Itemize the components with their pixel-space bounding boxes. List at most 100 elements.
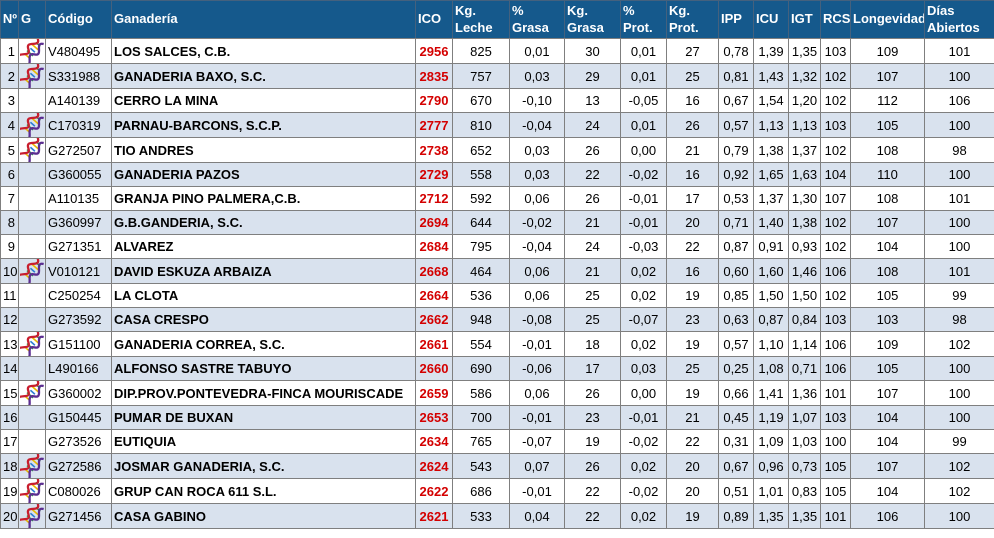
cell-dias_abiertos: 98 [924,137,994,163]
cell-kg_grasa: 26 [564,453,621,479]
dna-icon [19,479,44,503]
cell-ganaderia: LA CLOTA [111,283,416,308]
cell-ico: 2661 [415,331,453,357]
genotype-cell [18,429,46,454]
cell-pct_prot: -0,02 [620,478,667,504]
cell-rcs: 105 [820,453,851,479]
cell-rcs: 103 [820,307,851,332]
genotype-cell [18,405,46,430]
cell-kg_prot: 16 [666,162,719,187]
column-header-igt: IGT [788,0,821,39]
cell-num: 20 [0,503,19,529]
cell-codigo: G360997 [45,210,112,235]
table-row: 17 G273526 EUTIQUIA 2634 765 -0,07 19 -0,02 22 0,… [0,429,994,454]
table-row: 5 G272507 TIO ANDRES 2738 652 0,03 26 0,00 21 0,… [0,137,994,163]
dna-icon [19,381,44,405]
cell-ipp: 0,89 [718,503,754,529]
cell-kg_grasa: 25 [564,307,621,332]
genotype-cell [18,503,46,529]
cell-ipp: 0,57 [718,331,754,357]
cell-pct_prot: 0,02 [620,503,667,529]
cell-ico: 2664 [415,283,453,308]
cell-ico: 2777 [415,112,453,138]
cell-kg_prot: 17 [666,186,719,211]
cell-codigo: V010121 [45,258,112,284]
dna-icon [19,504,44,528]
cell-ico: 2790 [415,88,453,113]
cell-icu: 1,65 [753,162,789,187]
cell-ipp: 0,63 [718,307,754,332]
cell-num: 19 [0,478,19,504]
cell-longevidad: 109 [850,331,925,357]
cell-kg_grasa: 18 [564,331,621,357]
cell-igt: 1,37 [788,137,821,163]
dna-icon [19,113,44,137]
cell-dias_abiertos: 100 [924,503,994,529]
cell-icu: 1,54 [753,88,789,113]
cell-codigo: G151100 [45,331,112,357]
cell-kg_grasa: 26 [564,186,621,211]
table-row: 7 A110135 GRANJA PINO PALMERA,C.B. 2712 592 0… [0,186,994,211]
table-row: 15 G360002 DIP.PROV.PONTEVEDRA-FINCA MOUR… [0,380,994,406]
cell-dias_abiertos: 100 [924,380,994,406]
column-header-ico: ICO [415,0,453,39]
cell-num: 15 [0,380,19,406]
cell-dias_abiertos: 100 [924,405,994,430]
cell-pct_grasa: 0,06 [509,186,565,211]
cell-kg_grasa: 22 [564,478,621,504]
cell-kg_grasa: 26 [564,137,621,163]
cell-kg_prot: 26 [666,112,719,138]
column-header-num: Nº [0,0,19,39]
cell-kg_leche: 586 [452,380,510,406]
cell-num: 5 [0,137,19,163]
cell-codigo: G273592 [45,307,112,332]
cell-longevidad: 104 [850,429,925,454]
cell-longevidad: 107 [850,63,925,89]
table-body: 1 V480495 LOS SALCES, C.B. 2956 825 0,01 30 0,… [0,38,994,529]
cell-num: 2 [0,63,19,89]
cell-igt: 1,07 [788,405,821,430]
cell-pct_prot: 0,02 [620,258,667,284]
cell-pct_grasa: 0,06 [509,283,565,308]
dna-icon [19,454,44,478]
cell-dias_abiertos: 102 [924,331,994,357]
cell-kg_leche: 686 [452,478,510,504]
cell-ipp: 0,31 [718,429,754,454]
genotype-cell [18,356,46,381]
cell-kg_prot: 25 [666,356,719,381]
cell-kg_grasa: 24 [564,234,621,259]
genotype-cell [18,38,46,64]
cell-ico: 2662 [415,307,453,332]
table-row: 12 G273592 CASA CRESPO 2662 948 -0,08 25 -0,07 2… [0,307,994,332]
cell-rcs: 107 [820,186,851,211]
cell-ipp: 0,71 [718,210,754,235]
cell-longevidad: 112 [850,88,925,113]
cell-pct_prot: -0,05 [620,88,667,113]
cell-pct_grasa: -0,10 [509,88,565,113]
cell-rcs: 106 [820,356,851,381]
cell-ipp: 0,51 [718,478,754,504]
cell-ico: 2624 [415,453,453,479]
cell-ipp: 0,53 [718,186,754,211]
cell-ipp: 0,67 [718,453,754,479]
cell-kg_prot: 25 [666,63,719,89]
cell-pct_prot: -0,02 [620,162,667,187]
cell-kg_prot: 16 [666,258,719,284]
table-row: 14 L490166 ALFONSO SASTRE TABUYO 2660 690 -0,… [0,356,994,381]
cell-kg_leche: 592 [452,186,510,211]
cell-longevidad: 105 [850,112,925,138]
cell-igt: 0,83 [788,478,821,504]
cell-num: 1 [0,38,19,64]
column-header-ipp: IPP [718,0,754,39]
cell-pct_grasa: -0,04 [509,234,565,259]
cell-num: 9 [0,234,19,259]
cell-longevidad: 108 [850,258,925,284]
cell-ipp: 0,45 [718,405,754,430]
cell-codigo: G271351 [45,234,112,259]
genotype-cell [18,162,46,187]
cell-kg_leche: 644 [452,210,510,235]
cell-pct_prot: -0,01 [620,186,667,211]
column-header-pct_prot: % Prot. [620,0,667,39]
genotype-cell [18,63,46,89]
